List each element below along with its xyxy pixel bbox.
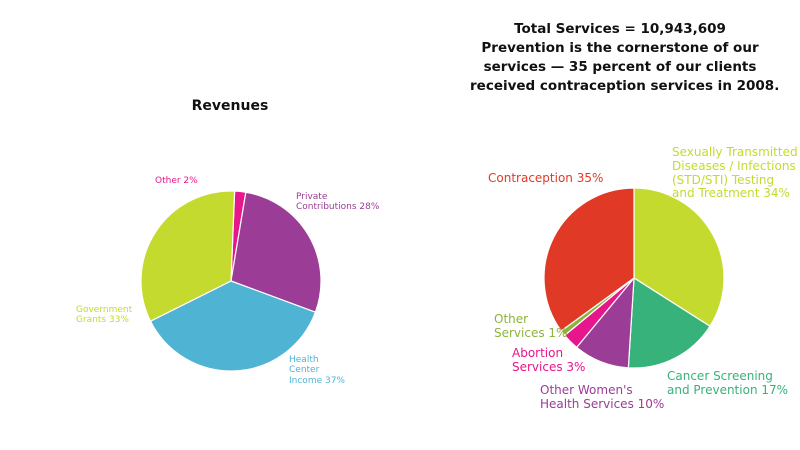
- subtitle-line-3: received contraception services in 2008.: [470, 78, 780, 94]
- label-rev-private: Private Contributions 28%: [296, 192, 380, 213]
- subtitle-line-2: services — 35 percent of our clients: [483, 59, 757, 75]
- revenues-title: Revenues: [191, 98, 269, 114]
- subtitle-line-1: Prevention is the cornerstone of our: [481, 40, 759, 56]
- label-rev-other: Other 2%: [155, 176, 198, 186]
- revenue-slice-2: [149, 280, 317, 372]
- total-services-title: Total Services = 10,943,609: [514, 21, 726, 37]
- service-slice-1: [627, 276, 711, 369]
- revenue-slice-3: [140, 190, 236, 322]
- label-rev-health-center: Health Center Income 37%: [289, 355, 345, 386]
- label-svc-womens-health: Other Women's Health Services 10%: [540, 383, 665, 411]
- services-header: Total Services = 10,943,609 Prevention i…: [470, 20, 780, 96]
- label-svc-contraception: Contraception 35%: [488, 171, 604, 185]
- revenue-slice-1: [230, 191, 322, 313]
- label-svc-std: Sexually Transmitted Diseases / Infectio…: [672, 145, 798, 201]
- label-svc-cancer: Cancer Screening and Prevention 17%: [667, 369, 789, 397]
- label-rev-government: Government Grants 33%: [76, 305, 133, 326]
- label-svc-abortion: Abortion Services 3%: [512, 346, 586, 374]
- label-svc-other: Other Services 1%: [494, 312, 568, 340]
- service-slice-5: [543, 187, 635, 332]
